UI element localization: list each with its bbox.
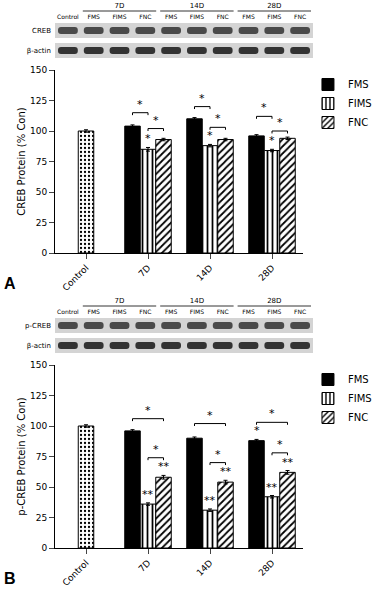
svg-text:CREB Protein (% Con): CREB Protein (% Con) (16, 107, 27, 216)
svg-text:150: 150 (30, 65, 47, 75)
svg-text:FMS: FMS (87, 13, 100, 20)
svg-text:75: 75 (36, 157, 47, 167)
svg-text:150: 150 (30, 360, 47, 370)
svg-text:CREB: CREB (32, 27, 51, 35)
svg-text:FNC: FNC (348, 117, 368, 128)
svg-text:**: ** (282, 456, 294, 469)
html-text:B: B (4, 570, 16, 587)
svg-text:*: * (215, 112, 221, 125)
svg-text:Control: Control (57, 13, 79, 20)
svg-text:Control: Control (61, 558, 91, 588)
svg-text:*: * (215, 448, 221, 461)
svg-text:FNC: FNC (217, 308, 229, 315)
svg-text:100: 100 (30, 126, 47, 136)
svg-text:28D: 28D (267, 2, 281, 10)
svg-text:25: 25 (36, 218, 47, 228)
svg-text:*: * (199, 92, 205, 105)
svg-text:75: 75 (36, 452, 47, 462)
svg-text:FIMS: FIMS (190, 308, 204, 315)
svg-text:FIMS: FIMS (348, 393, 372, 404)
svg-text:100: 100 (30, 421, 47, 431)
svg-text:7D: 7D (115, 297, 125, 305)
svg-text:FIMS: FIMS (112, 308, 126, 315)
svg-text:*: * (207, 409, 213, 422)
svg-text:p-CREB: p-CREB (25, 322, 51, 330)
svg-text:14D: 14D (190, 297, 204, 305)
svg-text:28D: 28D (257, 263, 277, 283)
svg-text:*: * (153, 114, 159, 127)
svg-text:50: 50 (36, 482, 48, 492)
svg-text:FMS: FMS (242, 13, 255, 20)
svg-text:FMS: FMS (165, 13, 178, 20)
svg-text:*: * (145, 132, 151, 145)
svg-text:*: * (261, 101, 267, 114)
svg-text:Control: Control (61, 263, 91, 293)
svg-text:7D: 7D (137, 558, 153, 574)
svg-text:FMS: FMS (87, 308, 100, 315)
svg-text:50: 50 (36, 187, 48, 197)
svg-text:FIMS: FIMS (267, 308, 281, 315)
svg-text:**: ** (220, 465, 232, 478)
svg-text:*: * (277, 116, 283, 129)
svg-text:FIMS: FIMS (190, 13, 204, 20)
svg-text:FMS: FMS (165, 308, 178, 315)
svg-text:*: * (269, 134, 275, 147)
svg-text:28D: 28D (257, 558, 277, 578)
svg-text:p-CREB Protein (% Con): p-CREB Protein (% Con) (16, 397, 27, 515)
svg-text:FNC: FNC (139, 13, 151, 20)
svg-text:*: * (153, 443, 159, 456)
svg-text:FNC: FNC (217, 13, 229, 20)
svg-text:Control: Control (57, 308, 79, 315)
svg-text:28D: 28D (267, 297, 281, 305)
svg-text:7D: 7D (115, 2, 125, 10)
svg-text:FMS: FMS (348, 374, 369, 385)
svg-text:14D: 14D (190, 2, 204, 10)
svg-text:**: ** (204, 494, 216, 507)
svg-text:0: 0 (41, 543, 47, 553)
svg-text:FIMS: FIMS (267, 13, 281, 20)
svg-text:**: ** (266, 481, 278, 494)
svg-text:*: * (269, 407, 275, 420)
svg-text:FMS: FMS (242, 308, 255, 315)
svg-text:125: 125 (30, 96, 47, 106)
svg-text:14D: 14D (195, 263, 215, 283)
svg-text:0: 0 (41, 248, 47, 258)
svg-text:FNC: FNC (139, 308, 151, 315)
svg-text:*: * (277, 438, 283, 451)
svg-text:7D: 7D (137, 263, 153, 279)
svg-text:FMS: FMS (348, 79, 369, 90)
svg-text:*: * (145, 404, 151, 417)
svg-text:β-actin: β-actin (27, 47, 51, 55)
svg-text:**: ** (158, 460, 170, 473)
svg-text:125: 125 (30, 391, 47, 401)
svg-text:25: 25 (36, 513, 47, 523)
svg-text:FIMS: FIMS (348, 98, 372, 109)
svg-text:*: * (254, 424, 260, 437)
html-text:A: A (4, 275, 16, 292)
svg-text:**: ** (142, 488, 154, 501)
svg-text:β-actin: β-actin (27, 342, 51, 350)
svg-text:FNC: FNC (294, 13, 306, 20)
svg-text:14D: 14D (195, 558, 215, 578)
svg-text:*: * (207, 129, 213, 142)
svg-text:FNC: FNC (348, 412, 368, 423)
svg-text:FNC: FNC (294, 308, 306, 315)
svg-text:*: * (137, 98, 143, 111)
svg-text:FIMS: FIMS (112, 13, 126, 20)
